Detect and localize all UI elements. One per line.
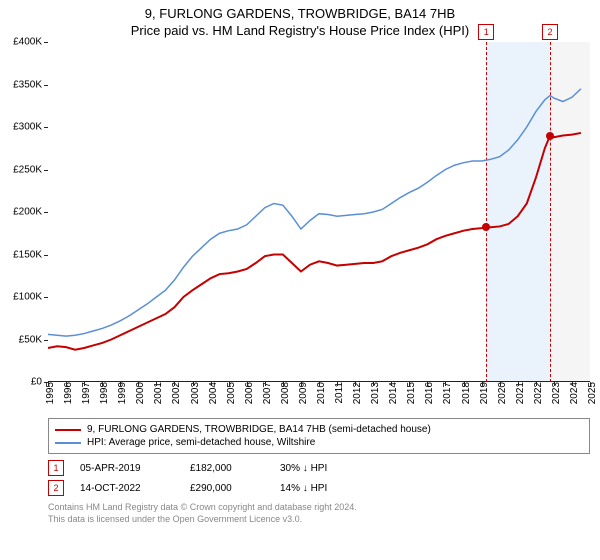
sale-date: 14-OCT-2022 (80, 483, 190, 494)
chart-title-line2: Price paid vs. HM Land Registry's House … (0, 21, 600, 42)
chart-area: £0£50K£100K£150K£200K£250K£300K£350K£400… (48, 42, 590, 412)
x-axis-label: 2025 (587, 382, 598, 404)
legend-item: HPI: Average price, semi-detached house,… (55, 436, 583, 449)
x-axis-label: 2003 (190, 382, 201, 404)
legend-label: 9, FURLONG GARDENS, TROWBRIDGE, BA14 7HB… (87, 424, 431, 435)
series-hpi (48, 89, 581, 336)
sale-diff: 14% ↓ HPI (280, 483, 390, 494)
series-svg (48, 42, 590, 382)
y-axis-label: £400K (13, 37, 42, 48)
sale-badge: 2 (48, 480, 64, 496)
x-axis-label: 2018 (461, 382, 472, 404)
sale-row: 2 14-OCT-2022£290,00014% ↓ HPI (48, 478, 590, 498)
x-axis-label: 2009 (298, 382, 309, 404)
sale-marker-dot (482, 223, 490, 231)
sale-date: 05-APR-2019 (80, 463, 190, 474)
x-axis-label: 1999 (117, 382, 128, 404)
legend-item: 9, FURLONG GARDENS, TROWBRIDGE, BA14 7HB… (55, 423, 583, 436)
legend-label: HPI: Average price, semi-detached house,… (87, 437, 315, 448)
y-axis-label: £250K (13, 164, 42, 175)
x-axis-label: 2001 (153, 382, 164, 404)
x-axis-label: 1996 (63, 382, 74, 404)
x-axis-label: 2014 (388, 382, 399, 404)
y-axis-label: £300K (13, 122, 42, 133)
legend: 9, FURLONG GARDENS, TROWBRIDGE, BA14 7HB… (48, 418, 590, 454)
x-axis-label: 2000 (135, 382, 146, 404)
sale-row: 1 05-APR-2019£182,00030% ↓ HPI (48, 458, 590, 478)
x-axis-label: 2021 (515, 382, 526, 404)
x-axis-label: 2007 (262, 382, 273, 404)
x-axis-label: 2008 (280, 382, 291, 404)
plot-region: £0£50K£100K£150K£200K£250K£300K£350K£400… (48, 42, 590, 382)
sale-price: £182,000 (190, 463, 280, 474)
x-axis-label: 2011 (334, 382, 345, 404)
x-axis-label: 2024 (569, 382, 580, 404)
x-axis-label: 2002 (171, 382, 182, 404)
x-axis-label: 2005 (226, 382, 237, 404)
x-axis-label: 2019 (479, 382, 490, 404)
y-axis-label: £350K (13, 79, 42, 90)
footnote-line1: Contains HM Land Registry data © Crown c… (48, 502, 590, 514)
sale-marker-dot (546, 132, 554, 140)
x-axis-label: 2022 (533, 382, 544, 404)
x-axis-label: 1998 (99, 382, 110, 404)
sale-marker-badge: 2 (542, 24, 558, 40)
x-axis-label: 1997 (81, 382, 92, 404)
x-axis-label: 2010 (316, 382, 327, 404)
chart-title-line1: 9, FURLONG GARDENS, TROWBRIDGE, BA14 7HB (0, 0, 600, 21)
x-axis-label: 2023 (551, 382, 562, 404)
y-axis-label: £200K (13, 207, 42, 218)
sale-badge: 1 (48, 460, 64, 476)
x-axis-label: 1995 (45, 382, 56, 404)
x-axis-label: 2006 (244, 382, 255, 404)
x-axis-label: 2015 (406, 382, 417, 404)
legend-swatch (55, 429, 81, 431)
footnote: Contains HM Land Registry data © Crown c… (48, 502, 590, 525)
sale-diff: 30% ↓ HPI (280, 463, 390, 474)
x-axis-label: 2004 (208, 382, 219, 404)
y-axis-label: £100K (13, 292, 42, 303)
legend-swatch (55, 442, 81, 444)
sale-marker-badge: 1 (478, 24, 494, 40)
y-axis-label: £150K (13, 249, 42, 260)
sale-price: £290,000 (190, 483, 280, 494)
footnote-line2: This data is licensed under the Open Gov… (48, 514, 590, 526)
y-axis-label: £50K (19, 334, 42, 345)
x-axis-label: 2013 (370, 382, 381, 404)
y-axis-label: £0 (31, 377, 42, 388)
sales-table: 1 05-APR-2019£182,00030% ↓ HPI 2 14-OCT-202… (48, 458, 590, 498)
x-axis-label: 2012 (352, 382, 363, 404)
x-axis-label: 2016 (424, 382, 435, 404)
x-axis-label: 2017 (442, 382, 453, 404)
x-axis-label: 2020 (497, 382, 508, 404)
